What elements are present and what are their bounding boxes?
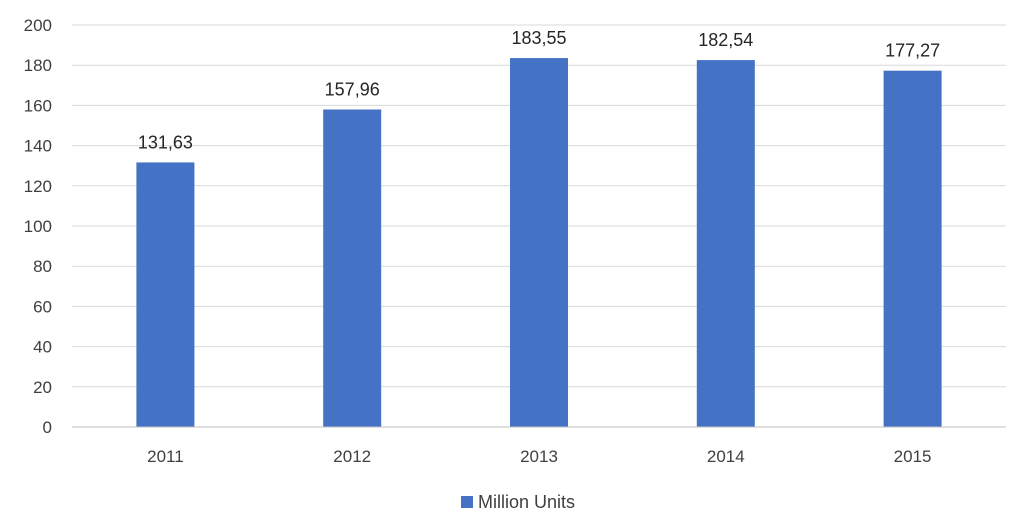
data-label-2011: 131,63 (138, 132, 193, 152)
y-axis-ticks: 0 20 40 60 80 100 120 140 160 180 200 (24, 16, 52, 437)
bars (136, 58, 942, 427)
y-tick-label-120: 120 (24, 177, 52, 196)
y-tick-label-200: 200 (24, 16, 52, 35)
data-label-2012: 157,96 (325, 80, 380, 100)
legend-swatch-million-units (461, 496, 473, 508)
y-tick-label-0: 0 (43, 418, 52, 437)
data-label-2015: 177,27 (885, 41, 940, 61)
bar-2015[interactable] (883, 70, 942, 427)
x-tick-label-2011: 2011 (147, 447, 184, 466)
x-axis-ticks: 2011 2012 2013 2014 2015 (147, 447, 931, 466)
legend-label-million-units: Million Units (478, 492, 575, 512)
y-tick-label-20: 20 (33, 378, 52, 397)
data-label-2014: 182,54 (698, 30, 753, 50)
data-labels: 131,63 157,96 183,55 182,54 177,27 (138, 28, 940, 152)
bar-2011[interactable] (136, 162, 195, 427)
bar-2014[interactable] (696, 60, 755, 427)
y-tick-label-40: 40 (33, 338, 52, 357)
data-label-2013: 183,55 (511, 28, 566, 48)
x-tick-label-2015: 2015 (894, 447, 932, 466)
x-tick-label-2013: 2013 (520, 447, 558, 466)
y-tick-label-100: 100 (24, 217, 52, 236)
bar-2012[interactable] (323, 109, 382, 427)
y-tick-label-180: 180 (24, 56, 52, 75)
y-tick-label-140: 140 (24, 137, 52, 156)
y-tick-label-80: 80 (33, 257, 52, 276)
y-tick-label-160: 160 (24, 96, 52, 115)
legend[interactable]: Million Units (461, 492, 575, 512)
y-tick-label-60: 60 (33, 297, 52, 316)
x-tick-label-2014: 2014 (707, 447, 745, 466)
x-tick-label-2012: 2012 (333, 447, 371, 466)
bar-2013[interactable] (510, 58, 568, 427)
